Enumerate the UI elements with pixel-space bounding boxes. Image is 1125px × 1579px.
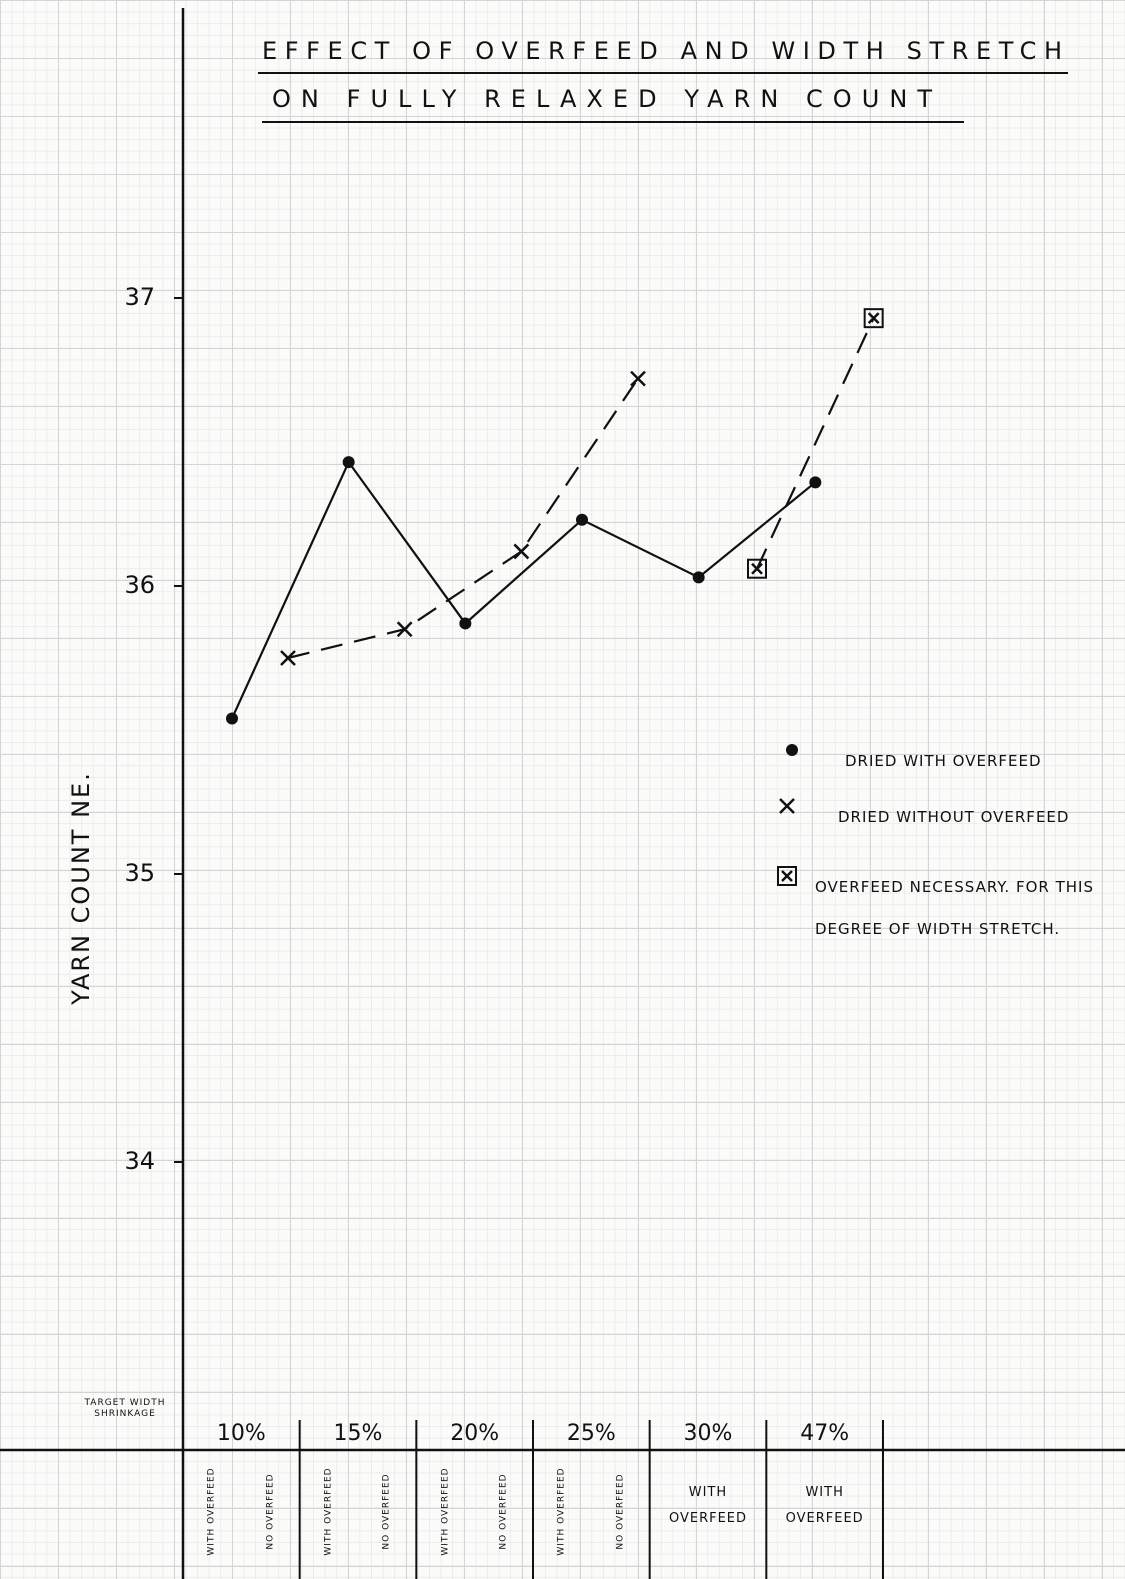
- page: EFFECT OF OVERFEED AND WIDTH STRETCH ON …: [0, 0, 1125, 1579]
- legend-label: OVERFEED NECESSARY. FOR THIS DEGREE OF W…: [815, 866, 1115, 950]
- x-tick-label: 25%: [567, 1421, 616, 1446]
- sub-label: WITH OVERFEED: [440, 1457, 451, 1567]
- sub-label: WITH OVERFEED: [557, 1457, 568, 1567]
- data-point: [865, 309, 883, 327]
- x-tick-label: 47%: [800, 1421, 849, 1446]
- data-point: [459, 617, 471, 629]
- series-line: [757, 318, 874, 569]
- data-point: [693, 571, 705, 583]
- dot: [809, 476, 821, 488]
- y-axis-label: YARN COUNT NE.: [67, 771, 95, 1006]
- chart: EFFECT OF OVERFEED AND WIDTH STRETCH ON …: [0, 0, 1125, 1579]
- chart-subtitle: ON FULLY RELAXED YARN COUNT: [272, 85, 932, 113]
- y-tick-label: 34: [124, 1147, 155, 1175]
- dot: [786, 744, 798, 756]
- sub-label: NO OVERFEED: [265, 1457, 276, 1567]
- dot: [693, 571, 705, 583]
- legend-label: DRIED WITH OVERFEED: [845, 740, 1125, 782]
- x-tick-label: 20%: [450, 1421, 499, 1446]
- y-tick-label: 35: [124, 859, 155, 887]
- y-tick-label: 36: [124, 571, 155, 599]
- dot: [459, 617, 471, 629]
- data-point: [748, 560, 766, 578]
- legend-marker: [780, 799, 794, 813]
- legend-marker: [786, 744, 798, 756]
- data-point: [226, 712, 238, 724]
- sub-label: WITH OVERFEED: [774, 1480, 875, 1532]
- sub-label: WITH OVERFEED: [323, 1457, 334, 1567]
- data-point: [398, 622, 412, 636]
- y-tick-label: 37: [124, 283, 155, 311]
- x-tick-label: 30%: [684, 1421, 733, 1446]
- data-point: [514, 544, 528, 558]
- sub-label: WITH OVERFEED: [207, 1457, 218, 1567]
- data-point: [576, 514, 588, 526]
- x-tick-label: 15%: [334, 1421, 383, 1446]
- data-point: [809, 476, 821, 488]
- sub-label: WITH OVERFEED: [658, 1480, 759, 1532]
- sub-label: NO OVERFEED: [615, 1457, 626, 1567]
- chart-title: EFFECT OF OVERFEED AND WIDTH STRETCH: [262, 37, 1062, 65]
- data-point: [281, 651, 295, 665]
- sub-label: NO OVERFEED: [498, 1457, 509, 1567]
- legend-marker: [778, 867, 796, 885]
- data-point: [631, 372, 645, 386]
- sub-label: NO OVERFEED: [382, 1457, 393, 1567]
- series-line: [232, 462, 815, 718]
- data-point: [343, 456, 355, 468]
- legend-label: DRIED WITHOUT OVERFEED: [838, 796, 1125, 838]
- dot: [226, 712, 238, 724]
- dot: [343, 456, 355, 468]
- x-tick-label: 10%: [217, 1421, 266, 1446]
- dot: [576, 514, 588, 526]
- x-axis-label: TARGET WIDTH SHRINKAGE: [70, 1398, 180, 1420]
